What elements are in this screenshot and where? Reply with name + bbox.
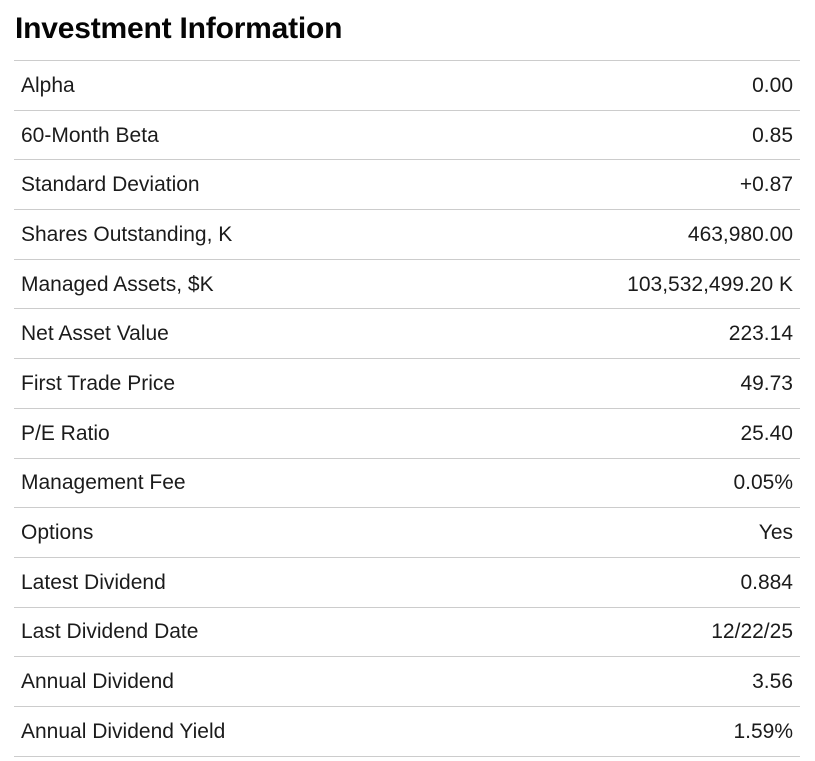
table-row: Latest Dividend 0.884	[14, 558, 800, 608]
row-label: Annual Dividend	[21, 670, 174, 694]
row-label: 60-Month Beta	[21, 123, 159, 147]
row-label: Managed Assets, $K	[21, 272, 214, 296]
row-label: Last Dividend Date	[21, 620, 199, 644]
table-row: Alpha 0.00	[14, 61, 800, 111]
row-label: Net Asset Value	[21, 322, 169, 346]
row-label: Latest Dividend	[21, 570, 166, 594]
row-value: 1.59%	[733, 719, 793, 743]
table-row: 60-Month Beta 0.85	[14, 111, 800, 161]
table-row: Managed Assets, $K 103,532,499.20 K	[14, 260, 800, 310]
investment-table: Alpha 0.00 60-Month Beta 0.85 Standard Devia…	[14, 60, 800, 757]
row-value: 103,532,499.20 K	[627, 272, 793, 296]
table-row: First Trade Price 49.73	[14, 359, 800, 409]
row-value: +0.87	[739, 173, 793, 197]
row-value: 12/22/25	[711, 620, 793, 644]
row-label: First Trade Price	[21, 371, 176, 395]
table-row: Annual Dividend 3.56	[14, 657, 800, 707]
row-value: 0.05%	[733, 471, 793, 495]
table-row: Last Dividend Date 12/22/25	[14, 608, 800, 658]
table-row: Annual Dividend Yield 1.59%	[14, 707, 800, 757]
row-value: 0.85	[752, 123, 793, 147]
row-label: Management Fee	[21, 471, 186, 495]
row-value: 0.884	[740, 570, 793, 594]
row-value: 3.56	[752, 670, 793, 694]
table-row: P/E Ratio 25.40	[14, 409, 800, 459]
row-value: Yes	[758, 521, 793, 545]
page-title: Investment Information	[15, 12, 343, 45]
row-label: Shares Outstanding, K	[21, 222, 233, 246]
row-label: Alpha	[21, 73, 75, 97]
row-value: 25.40	[740, 421, 793, 445]
table-row: Shares Outstanding, K 463,980.00	[14, 210, 800, 260]
row-value: 0.00	[752, 73, 793, 97]
table-row: Management Fee 0.05%	[14, 459, 800, 509]
table-row: Options Yes	[14, 508, 800, 558]
row-label: Options	[21, 521, 94, 545]
table-row: Standard Deviation +0.87	[14, 160, 800, 211]
row-value: 49.73	[740, 371, 793, 395]
row-label: Annual Dividend Yield	[21, 719, 226, 743]
row-label: P/E Ratio	[21, 421, 110, 445]
row-value: 463,980.00	[687, 222, 793, 246]
table-row: Net Asset Value 223.14	[14, 309, 800, 360]
row-label: Standard Deviation	[21, 173, 200, 197]
row-value: 223.14	[728, 322, 793, 346]
